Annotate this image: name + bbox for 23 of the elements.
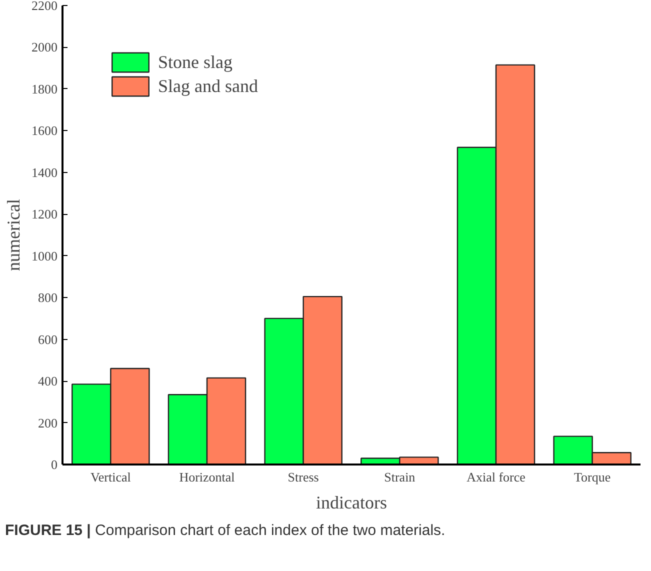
x-tick-label: Axial force: [466, 470, 526, 484]
y-tick-label: 2000: [32, 40, 58, 55]
y-tick-label: 1200: [32, 206, 58, 222]
x-tick-label: Vertical: [90, 470, 132, 484]
y-tick-label: 2200: [32, 0, 58, 13]
legend-label: Stone slag: [158, 52, 232, 72]
y-tick-label: 0: [51, 457, 58, 472]
y-tick-label: 1600: [32, 123, 58, 138]
y-tick-label: 1800: [32, 81, 58, 96]
x-tick-label: Torque: [574, 470, 611, 484]
y-tick-label: 800: [38, 290, 58, 306]
x-tick-label: Strain: [384, 470, 416, 484]
y-tick-label: 1000: [32, 248, 58, 264]
y-tick-label: 600: [38, 332, 58, 347]
legend-label: Slag and sand: [158, 76, 258, 96]
caption: FIGURE 15 | Comparison chart of each index of the two materials.: [5, 521, 446, 541]
x-tick-label: Stress: [288, 470, 319, 484]
x-axis-title: indicators: [316, 492, 387, 512]
y-tick-label: 1400: [32, 164, 58, 180]
y-axis-title: numerical: [4, 199, 24, 271]
y-tick-label: 400: [38, 374, 58, 389]
x-tick-label: Horizontal: [179, 470, 236, 484]
y-tick-label: 200: [38, 415, 58, 430]
